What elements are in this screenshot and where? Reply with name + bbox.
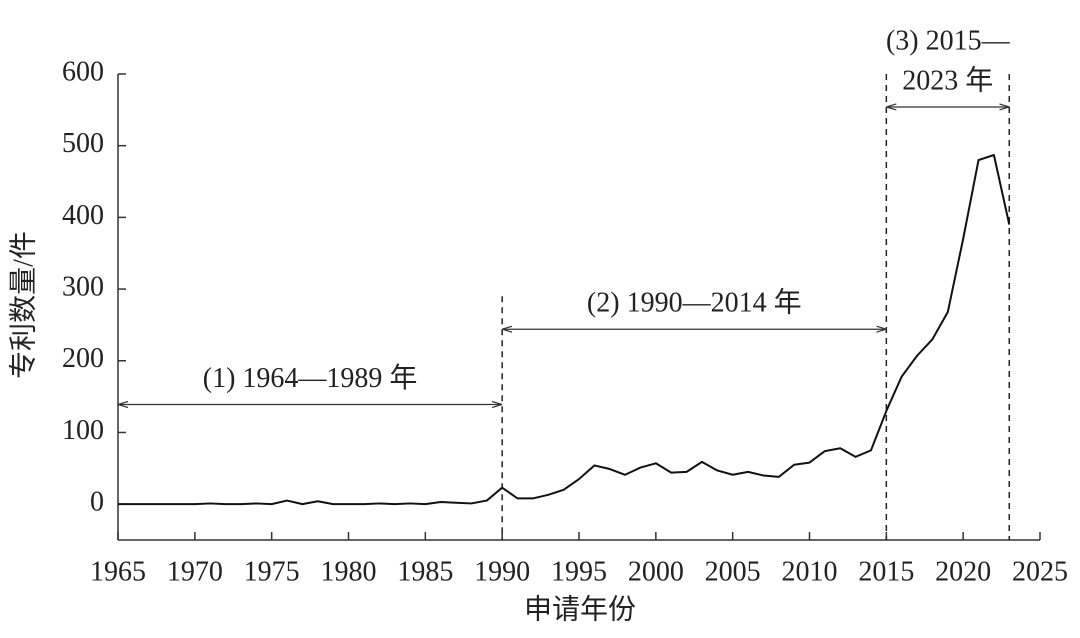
x-tick-label: 1985 <box>397 556 453 587</box>
annotation-label: (3) 2015— <box>886 25 1011 56</box>
annotation-label: (2) 1990—2014 年 <box>587 287 802 319</box>
y-tick-label: 400 <box>62 200 104 231</box>
x-tick-label: 2000 <box>628 556 684 587</box>
x-tick-label: 2015 <box>858 556 914 587</box>
x-tick-label: 2025 <box>1012 556 1068 587</box>
y-tick-label: 500 <box>62 128 104 159</box>
y-tick-label: 600 <box>62 56 104 87</box>
x-tick-label: 1965 <box>90 556 146 587</box>
x-tick-label: 1975 <box>244 556 300 587</box>
annotation-label: (1) 1964—1989 年 <box>203 362 418 394</box>
y-tick-label: 100 <box>62 415 104 446</box>
data-line <box>118 154 1011 506</box>
x-tick-label: 1995 <box>551 556 607 587</box>
annotation-label: 2023 年 <box>902 64 993 96</box>
y-tick-label: 200 <box>62 343 104 374</box>
x-tick-label: 1990 <box>474 556 530 587</box>
x-tick-label: 1970 <box>167 556 223 587</box>
x-tick-label: 1980 <box>321 556 377 587</box>
x-tick-label: 2010 <box>782 556 838 587</box>
x-axis-label: 申请年份 <box>524 593 636 625</box>
y-tick-label: 0 <box>90 487 104 518</box>
y-axis-label: 专利数量/件 <box>7 231 39 379</box>
x-tick-label: 2020 <box>935 556 991 587</box>
y-tick-label: 300 <box>62 271 104 302</box>
x-tick-label: 2005 <box>705 556 761 587</box>
